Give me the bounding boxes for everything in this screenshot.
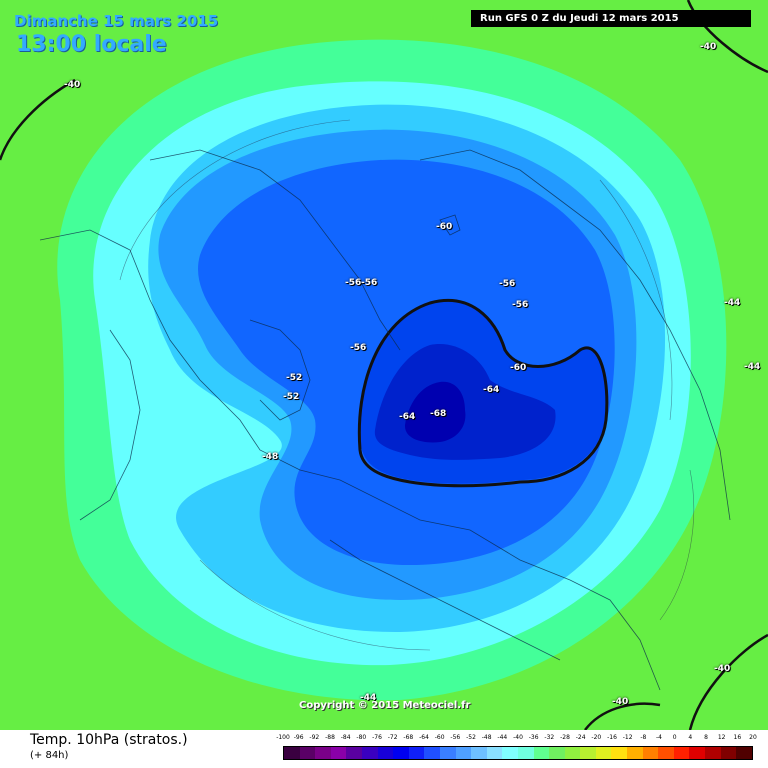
contour-label: -40 [612,697,629,707]
contour-label: -56 [350,343,367,353]
scale-swatch [330,747,347,759]
scale-tick-label: -28 [560,734,570,741]
scale-swatch [595,747,612,759]
contour-label: -44 [360,693,377,703]
scale-labels: -100 -96 -92 -88 -84 -80 -76 -72 -68 -64 -60 -56 -52… [276,734,757,744]
scale-swatch [658,747,674,759]
scale-tick-label: -20 [591,734,602,741]
forecast-date: Dimanche 15 mars 2015 [14,12,219,30]
contour-label: -68 [430,409,447,419]
scale-tick-label: 4 [688,734,693,741]
contour-minus-40-s [584,702,661,730]
scale-tick-label: -96 [293,734,304,741]
scale-swatch [471,747,487,759]
scale-tick-label: -4 [656,734,662,741]
scale-swatch [424,747,440,759]
contour-label: -56 [345,278,362,288]
scale-swatch [642,747,659,759]
scale-tick-label: -12 [622,734,633,741]
scale-swatch [439,747,456,759]
contour-label: -60 [436,222,453,232]
scale-tick-label: -48 [481,734,492,741]
contour-thin [119,119,695,651]
contour-label: -40 [64,80,81,90]
contour-label: -64 [399,412,416,422]
scale-swatch [720,747,737,759]
scale-tick-label: -16 [607,734,617,741]
scale-swatch [393,747,409,759]
color-scale [283,746,753,760]
contour-label: -52 [283,392,300,402]
scale-swatch [611,747,628,759]
contour-label: -40 [714,664,731,674]
scale-tick-label: 16 [733,734,742,741]
run-info: Run GFS 0 Z du Jeudi 12 mars 2015 [471,10,751,27]
scale-tick-label: 8 [704,734,708,741]
scale-tick-label: -84 [340,734,351,741]
scale-swatch [315,747,331,759]
scale-swatch [502,747,518,759]
map-title: Temp. 10hPa (stratos.) [30,732,188,748]
coastline [39,149,731,691]
stratosphere-temperature-map [0,0,768,730]
scale-swatch [580,747,596,759]
contour-minus-40-nw [0,78,76,161]
scale-swatch [377,747,394,759]
contour-label: -64 [483,385,500,395]
scale-tick-label: -64 [419,734,429,741]
contour-label: -44 [744,362,761,372]
scale-tick-label: -32 [544,734,555,741]
scale-tick-label: -100 [276,734,290,741]
scale-swatch [284,747,300,759]
contour-label: -56 [361,278,378,288]
scale-swatch [533,747,550,759]
map-area: -40 -40 -44 -44 -48 -52 -52 -56 -56 -56 … [0,0,768,730]
scale-swatch [564,747,581,759]
scale-tick-label: -72 [387,734,398,741]
contour-label: -56 [499,279,516,289]
copyright: Copyright © 2015 Meteociel.fr [299,700,471,711]
scale-swatch [736,747,752,759]
forecast-time: 13:00 locale [16,32,167,57]
contour-label: -60 [510,363,527,373]
scale-swatch [705,747,721,759]
scale-swatch [408,747,425,759]
scale-swatch [455,747,472,759]
scale-swatch [299,747,316,759]
contour-minus-60 [357,298,609,488]
scale-tick-label: -40 [513,734,523,741]
scale-tick-label: -68 [403,734,414,741]
scale-tick-label: 12 [717,734,726,741]
scale-tick-label: 20 [749,734,757,741]
scale-swatch [627,747,643,759]
contour-label: -40 [700,42,717,52]
scale-tick-label: -24 [575,734,586,741]
forecast-step: (+ 84h) [30,750,69,761]
scale-swatch [517,747,534,759]
scale-tick-label: -52 [466,734,476,741]
scale-tick-label: -36 [528,734,539,741]
scale-swatch [689,747,706,759]
scale-tick-label: -76 [372,734,382,741]
scale-tick-label: -44 [497,734,508,741]
scale-tick-label: 0 [672,734,677,741]
scale-tick-label: -56 [450,734,461,741]
scale-tick-label: -88 [325,734,335,741]
contour-label: -44 [724,298,741,308]
scale-swatch [486,747,503,759]
contour-label: -48 [262,452,279,462]
contour-minus-40-se [688,633,768,730]
contour-minus-40-ne [686,0,768,74]
scale-swatch [549,747,565,759]
scale-tick-label: -92 [309,734,320,741]
contour-label: -56 [512,300,529,310]
band-core-center [404,381,466,443]
scale-tick-label: -8 [640,734,647,741]
contour-label: -52 [286,373,303,383]
scale-tick-label: -60 [434,734,445,741]
scale-swatch [673,747,690,759]
scale-swatch [361,747,378,759]
scale-tick-label: -80 [356,734,367,741]
scale-swatch [346,747,362,759]
